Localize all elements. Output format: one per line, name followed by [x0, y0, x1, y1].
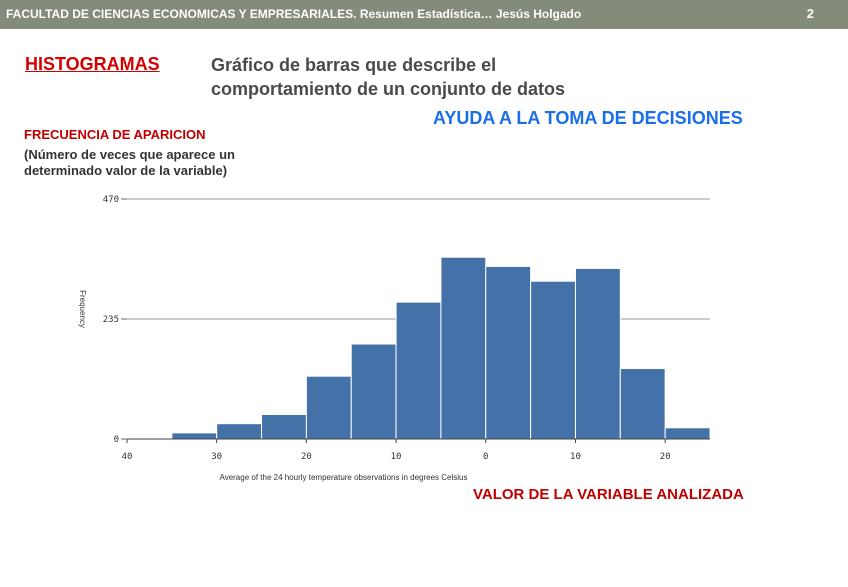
- x-tick-label: 40: [122, 452, 133, 462]
- x-tick-label: 0: [483, 452, 488, 462]
- x-tick-label: 20: [301, 452, 312, 462]
- slide-subtitle: Gráfico de barras que describe el compor…: [211, 53, 565, 101]
- histogram-bar: [530, 280, 576, 440]
- x-axis-title: Average of the 24 hourly temperature obs…: [220, 473, 468, 482]
- x-tick-label: 10: [391, 452, 402, 462]
- histogram-bar: [305, 375, 352, 440]
- variable-label: VALOR DE LA VARIABLE ANALIZADA: [473, 486, 744, 503]
- x-tick-label: 10: [570, 452, 581, 462]
- frequency-description: (Número de veces que aparece un determin…: [24, 147, 235, 178]
- histogram-bar: [440, 256, 487, 440]
- histogram-bar: [574, 267, 621, 440]
- slide-title: HISTOGRAMAS: [25, 54, 160, 74]
- y-tick-label: 0: [114, 435, 119, 445]
- subtitle-line-1: Gráfico de barras que describe el: [211, 55, 497, 75]
- subtitle-line-2: comportamiento de un conjunto de datos: [211, 79, 566, 99]
- histogram-bar: [619, 368, 666, 440]
- histogram-bar: [350, 343, 397, 440]
- y-tick-label: 235: [103, 315, 119, 325]
- histogram-bar: [485, 265, 532, 440]
- histogram-bar: [261, 413, 307, 440]
- header-title: FACULTAD DE CIENCIAS ECONOMICAS Y EMPRES…: [6, 7, 582, 21]
- y-axis-title: Frequency: [78, 290, 87, 328]
- decision-note: AYUDA A LA TOMA DE DECISIONES: [433, 108, 743, 128]
- histogram-bar: [395, 301, 442, 440]
- page-number: 2: [806, 6, 814, 21]
- histogram-bar: [171, 432, 218, 440]
- histogram-bar: [664, 427, 711, 440]
- header-bar: FACULTAD DE CIENCIAS ECONOMICAS Y EMPRES…: [0, 0, 848, 29]
- x-tick-label: 20: [660, 452, 671, 462]
- x-tick-label: 30: [211, 452, 222, 462]
- histogram-bar: [216, 423, 263, 440]
- frequency-label: FRECUENCIA DE APARICION: [24, 127, 206, 142]
- y-tick-label: 470: [103, 195, 119, 205]
